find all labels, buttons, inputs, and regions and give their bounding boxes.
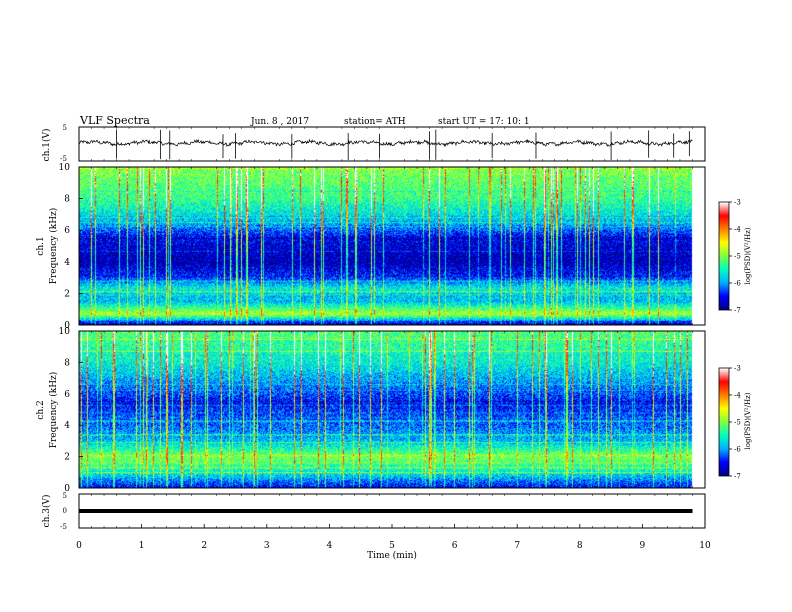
ch1-spec-ytick-label-3: 4 (64, 258, 70, 268)
station-label: station= ATH (344, 117, 406, 127)
start-time-label: start UT = 17: 10: 1 (438, 117, 530, 127)
time-xtick-label-1: 1 (139, 541, 145, 551)
ch3-ytick-middle: 0 (63, 507, 67, 515)
ch1-colorbar-image (719, 202, 729, 310)
ch1-frequency-ylabel: Frequency (kHz) (48, 208, 59, 285)
ch2-colorbar-image (719, 368, 729, 476)
ch2-colorbar-tick-label-4: -7 (734, 473, 741, 481)
time-xtick-label-3: 3 (264, 541, 270, 551)
ch2-spectrogram-yaxis: 10 8 6 4 2 0 (59, 327, 83, 494)
ch1-colorbar-tick-label-3: -6 (734, 280, 741, 288)
ch3-voltage-panel: 5 0 -5 ch.3(V) 0 1 2 3 4 5 6 7 8 9 10 Time (min) (41, 127, 711, 561)
ch3-ytick-top: 5 (63, 492, 67, 500)
time-xtick-label-7: 7 (514, 541, 520, 551)
ch2-colorbar: -3 -4 -5 -6 -7 log(PSD)(V²/Hz) (718, 365, 752, 481)
ch2-colorbar-tick-label-0: -3 (734, 365, 741, 373)
ch1-spec-ytick-label-2: 6 (64, 226, 70, 236)
ch1-voltage-line (78, 138, 693, 148)
time-xtick-label-4: 4 (327, 541, 333, 551)
time-xtick-label-0: 0 (76, 541, 82, 551)
ch1-ytick-top: 5 (63, 124, 67, 132)
ch2-spec-ytick-label-3: 4 (64, 421, 70, 431)
ch1-spec-ytick-label-0: 10 (59, 163, 71, 173)
ch2-spectrogram-frame (78, 330, 706, 489)
time-xtick-label-5: 5 (389, 541, 395, 551)
ch2-spec-ytick-label-0: 10 (59, 327, 71, 337)
ch3-ytick-bottom: -5 (60, 523, 67, 531)
ch1-voltage-frame (78, 126, 706, 162)
ch1-spectrogram-frame (78, 166, 706, 326)
ch2-spectrogram-image (79, 331, 705, 488)
ch2-frequency-ylabel: Frequency (kHz) (48, 372, 59, 449)
ch1-spectrogram-image (79, 167, 705, 325)
ch1-colorbar-tick-label-4: -7 (734, 307, 741, 315)
ch1-spec-ytick-label-1: 8 (64, 195, 70, 205)
ch1-spectrogram-yaxis: 10 8 6 4 2 0 (59, 163, 83, 331)
ch1-spectrogram-panel: 10 8 6 4 2 0 ch.1 Frequency (kHz) -3 -4 -5 -6 -7 … (36, 163, 752, 331)
time-xtick-label-10: 10 (699, 541, 711, 551)
time-xtick-label-8: 8 (577, 541, 583, 551)
ch2-spectrogram-panel: 10 8 6 4 2 0 ch.2 Frequency (kHz) -3 -4 -5 -6 -7 … (36, 327, 752, 494)
time-xaxis: 0 1 2 3 4 5 6 7 8 9 10 (76, 127, 711, 551)
figure-title: VLF Spectra (79, 114, 150, 127)
ch2-spectrogram-ylabel: ch.2 (36, 400, 46, 419)
ch1-voltage-ylabel: ch.1(V) (41, 129, 52, 162)
ch1-spectrogram-ylabel: ch.1 (36, 236, 46, 255)
ch2-colorbar-tick-label-3: -6 (734, 446, 741, 454)
time-xtick-label-2: 2 (201, 541, 207, 551)
ch2-colorbar-ticks: -3 -4 -5 -6 -7 (729, 365, 741, 481)
ch3-voltage-trace (79, 509, 693, 513)
ch1-colorbar-label: log(PSD)(V²/Hz) (744, 227, 752, 284)
ch1-voltage-trace (78, 129, 693, 161)
ch1-colorbar: -3 -4 -5 -6 -7 log(PSD)(V²/Hz) (718, 199, 752, 315)
ch1-colorbar-tick-label-1: -4 (734, 226, 741, 234)
date-label: Jun. 8 , 2017 (250, 117, 309, 127)
ch1-colorbar-ticks: -3 -4 -5 -6 -7 (729, 199, 741, 315)
ch2-colorbar-tick-label-1: -4 (734, 392, 741, 400)
ch2-spec-ytick-label-1: 8 (64, 358, 70, 368)
ch1-colorbar-tick-label-2: -5 (734, 253, 741, 261)
time-xtick-label-6: 6 (452, 541, 458, 551)
ch2-colorbar-label: log(PSD)(V²/Hz) (744, 392, 752, 449)
ch1-voltage-panel: 5 -5 ch.1(V) (41, 124, 706, 163)
ch1-colorbar-tick-label-0: -3 (734, 199, 741, 207)
ch2-spec-ytick-label-4: 2 (64, 453, 70, 463)
ch2-spec-ytick-label-2: 6 (64, 390, 70, 400)
ch2-colorbar-tick-label-2: -5 (734, 419, 741, 427)
ch2-spec-ytick-label-5: 0 (64, 484, 70, 494)
ch1-spec-ytick-label-5: 0 (64, 321, 70, 331)
ch1-spec-ytick-label-4: 2 (64, 289, 70, 299)
time-xlabel: Time (min) (367, 550, 417, 561)
ch1-ytick-bottom: -5 (60, 155, 67, 163)
ch3-voltage-ylabel: ch.3(V) (41, 495, 52, 528)
time-xtick-label-9: 9 (640, 541, 646, 551)
